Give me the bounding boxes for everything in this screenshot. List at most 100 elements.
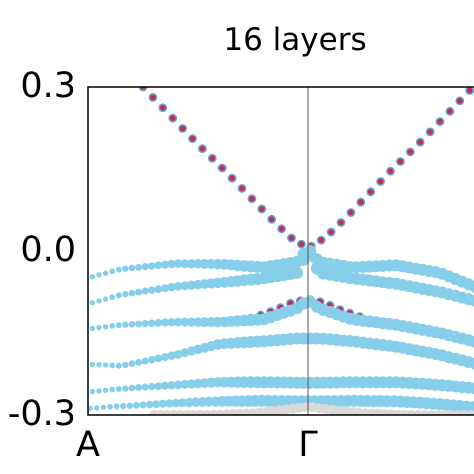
band-point-bulk xyxy=(4,365,9,370)
band-point-surface xyxy=(465,87,474,95)
band-point-bulk xyxy=(128,360,136,367)
band-point-bulk xyxy=(109,268,116,275)
band-point-surface xyxy=(405,147,415,157)
band-point-bulk xyxy=(167,351,176,360)
band-point-bulk xyxy=(30,337,35,342)
band-point-bulk xyxy=(165,399,174,408)
band-point-bulk xyxy=(469,294,474,307)
band-point-surface xyxy=(425,127,435,137)
band-point-bulk xyxy=(160,260,170,269)
band-point-bulk xyxy=(178,398,188,408)
band-point-bulk xyxy=(77,304,82,309)
band-point-bulk xyxy=(44,362,49,367)
band-point-bulk xyxy=(100,404,107,410)
band-point-bulk xyxy=(63,329,68,334)
band-point-bulk xyxy=(96,362,102,368)
band-point-bulk xyxy=(63,281,68,286)
band-point-bulk xyxy=(180,379,190,389)
band-point-bulk xyxy=(148,382,156,391)
band-point-surface xyxy=(287,233,296,243)
band-point-bulk xyxy=(115,385,122,393)
band-point-bulk xyxy=(96,272,102,278)
band-point-bulk xyxy=(154,285,163,294)
band-point-bulk xyxy=(304,249,317,262)
band-point-bulk xyxy=(109,323,116,329)
band-point-bulk xyxy=(0,346,3,351)
band-point-bulk xyxy=(141,383,149,391)
band-point-bulk xyxy=(24,339,29,344)
band-point-surface xyxy=(415,137,425,147)
band-point-bulk xyxy=(173,317,183,327)
band-point-surface xyxy=(247,194,257,204)
band-point-bulk xyxy=(63,307,68,312)
band-point-bulk xyxy=(107,403,113,410)
band-point-bulk xyxy=(0,366,3,371)
band-point-bulk xyxy=(186,317,197,327)
band-point-surface xyxy=(277,224,286,234)
band-point-bulk xyxy=(184,397,194,408)
band-point-surface xyxy=(168,113,178,123)
band-point-bulk xyxy=(17,341,22,346)
band-point-bulk xyxy=(57,361,62,366)
band-point-bulk xyxy=(109,294,116,301)
band-point-bulk xyxy=(148,355,156,364)
band-point-bulk xyxy=(4,328,9,333)
band-point-surface xyxy=(237,183,247,193)
band-point-bulk xyxy=(120,402,127,410)
band-point-bulk xyxy=(0,412,1,417)
band-point-deep xyxy=(465,410,474,415)
band-point-bulk xyxy=(128,264,136,272)
band-point-bulk xyxy=(122,321,129,328)
band-point-bulk xyxy=(57,331,62,336)
band-point-bulk xyxy=(154,354,163,363)
band-point-bulk xyxy=(141,287,149,295)
band-point-bulk xyxy=(122,290,129,298)
chart-title: 16 layers xyxy=(223,22,366,58)
band-point-surface xyxy=(197,144,207,154)
band-point-surface xyxy=(158,103,168,113)
band-point-bulk xyxy=(148,286,156,294)
band-point-bulk xyxy=(102,296,109,302)
band-point-bulk xyxy=(148,262,156,270)
band-point-surface xyxy=(217,163,227,173)
band-point-bulk xyxy=(158,399,167,408)
band-point-bulk xyxy=(77,328,82,333)
band-point-bulk xyxy=(89,274,96,280)
band-point-bulk xyxy=(167,381,176,390)
band-point-surface xyxy=(207,153,217,163)
band-point-bulk xyxy=(37,317,42,322)
band-point-bulk xyxy=(11,365,16,370)
band-point-bulk xyxy=(37,292,42,297)
band-point-bulk xyxy=(50,333,55,338)
band-point-bulk xyxy=(122,361,129,369)
band-point-bulk xyxy=(11,342,16,347)
band-point-bulk xyxy=(139,401,147,409)
band-point-bulk xyxy=(180,259,190,269)
band-point-bulk xyxy=(115,322,122,329)
band-point-bulk xyxy=(154,382,163,391)
band-point-surface xyxy=(188,134,197,144)
band-point-bulk xyxy=(50,287,55,292)
band-point-bulk xyxy=(167,259,176,269)
band-point-bulk xyxy=(160,381,170,390)
band-point-bulk xyxy=(0,308,3,313)
band-point-bulk xyxy=(141,263,149,271)
band-point-bulk xyxy=(70,306,75,311)
band-point-bulk xyxy=(94,405,100,411)
band-point-bulk xyxy=(11,326,16,331)
band-point-bulk xyxy=(154,319,163,327)
band-point-bulk xyxy=(180,317,190,327)
band-point-bulk xyxy=(96,388,102,394)
band-point-bulk xyxy=(24,298,29,303)
band-point-bulk xyxy=(44,334,49,339)
band-point-bulk xyxy=(77,390,82,395)
band-point-bulk xyxy=(469,281,474,293)
band-point-surface xyxy=(326,227,336,237)
band-point-bulk xyxy=(135,263,143,271)
data-marks xyxy=(0,87,474,417)
band-point-bulk xyxy=(113,403,120,410)
band-point-bulk xyxy=(109,362,116,369)
band-point-bulk xyxy=(88,405,93,412)
band-point-bulk xyxy=(77,278,82,283)
